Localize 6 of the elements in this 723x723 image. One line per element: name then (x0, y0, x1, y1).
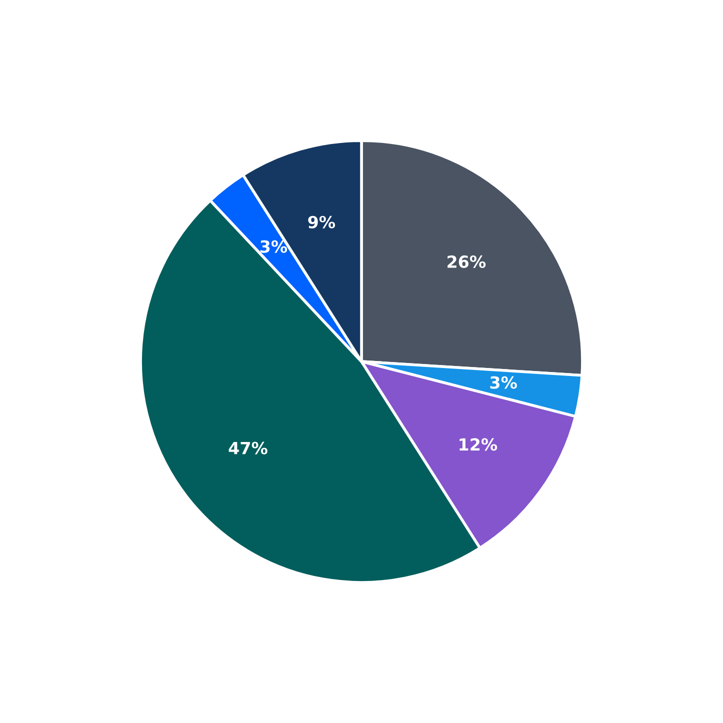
data-label: 3% (260, 240, 288, 253)
data-label: 3% (490, 376, 517, 389)
data-label: 12% (460, 438, 498, 451)
data-label: 47% (228, 442, 268, 454)
data-label: 9% (308, 216, 336, 228)
data-label: 26% (448, 255, 486, 268)
